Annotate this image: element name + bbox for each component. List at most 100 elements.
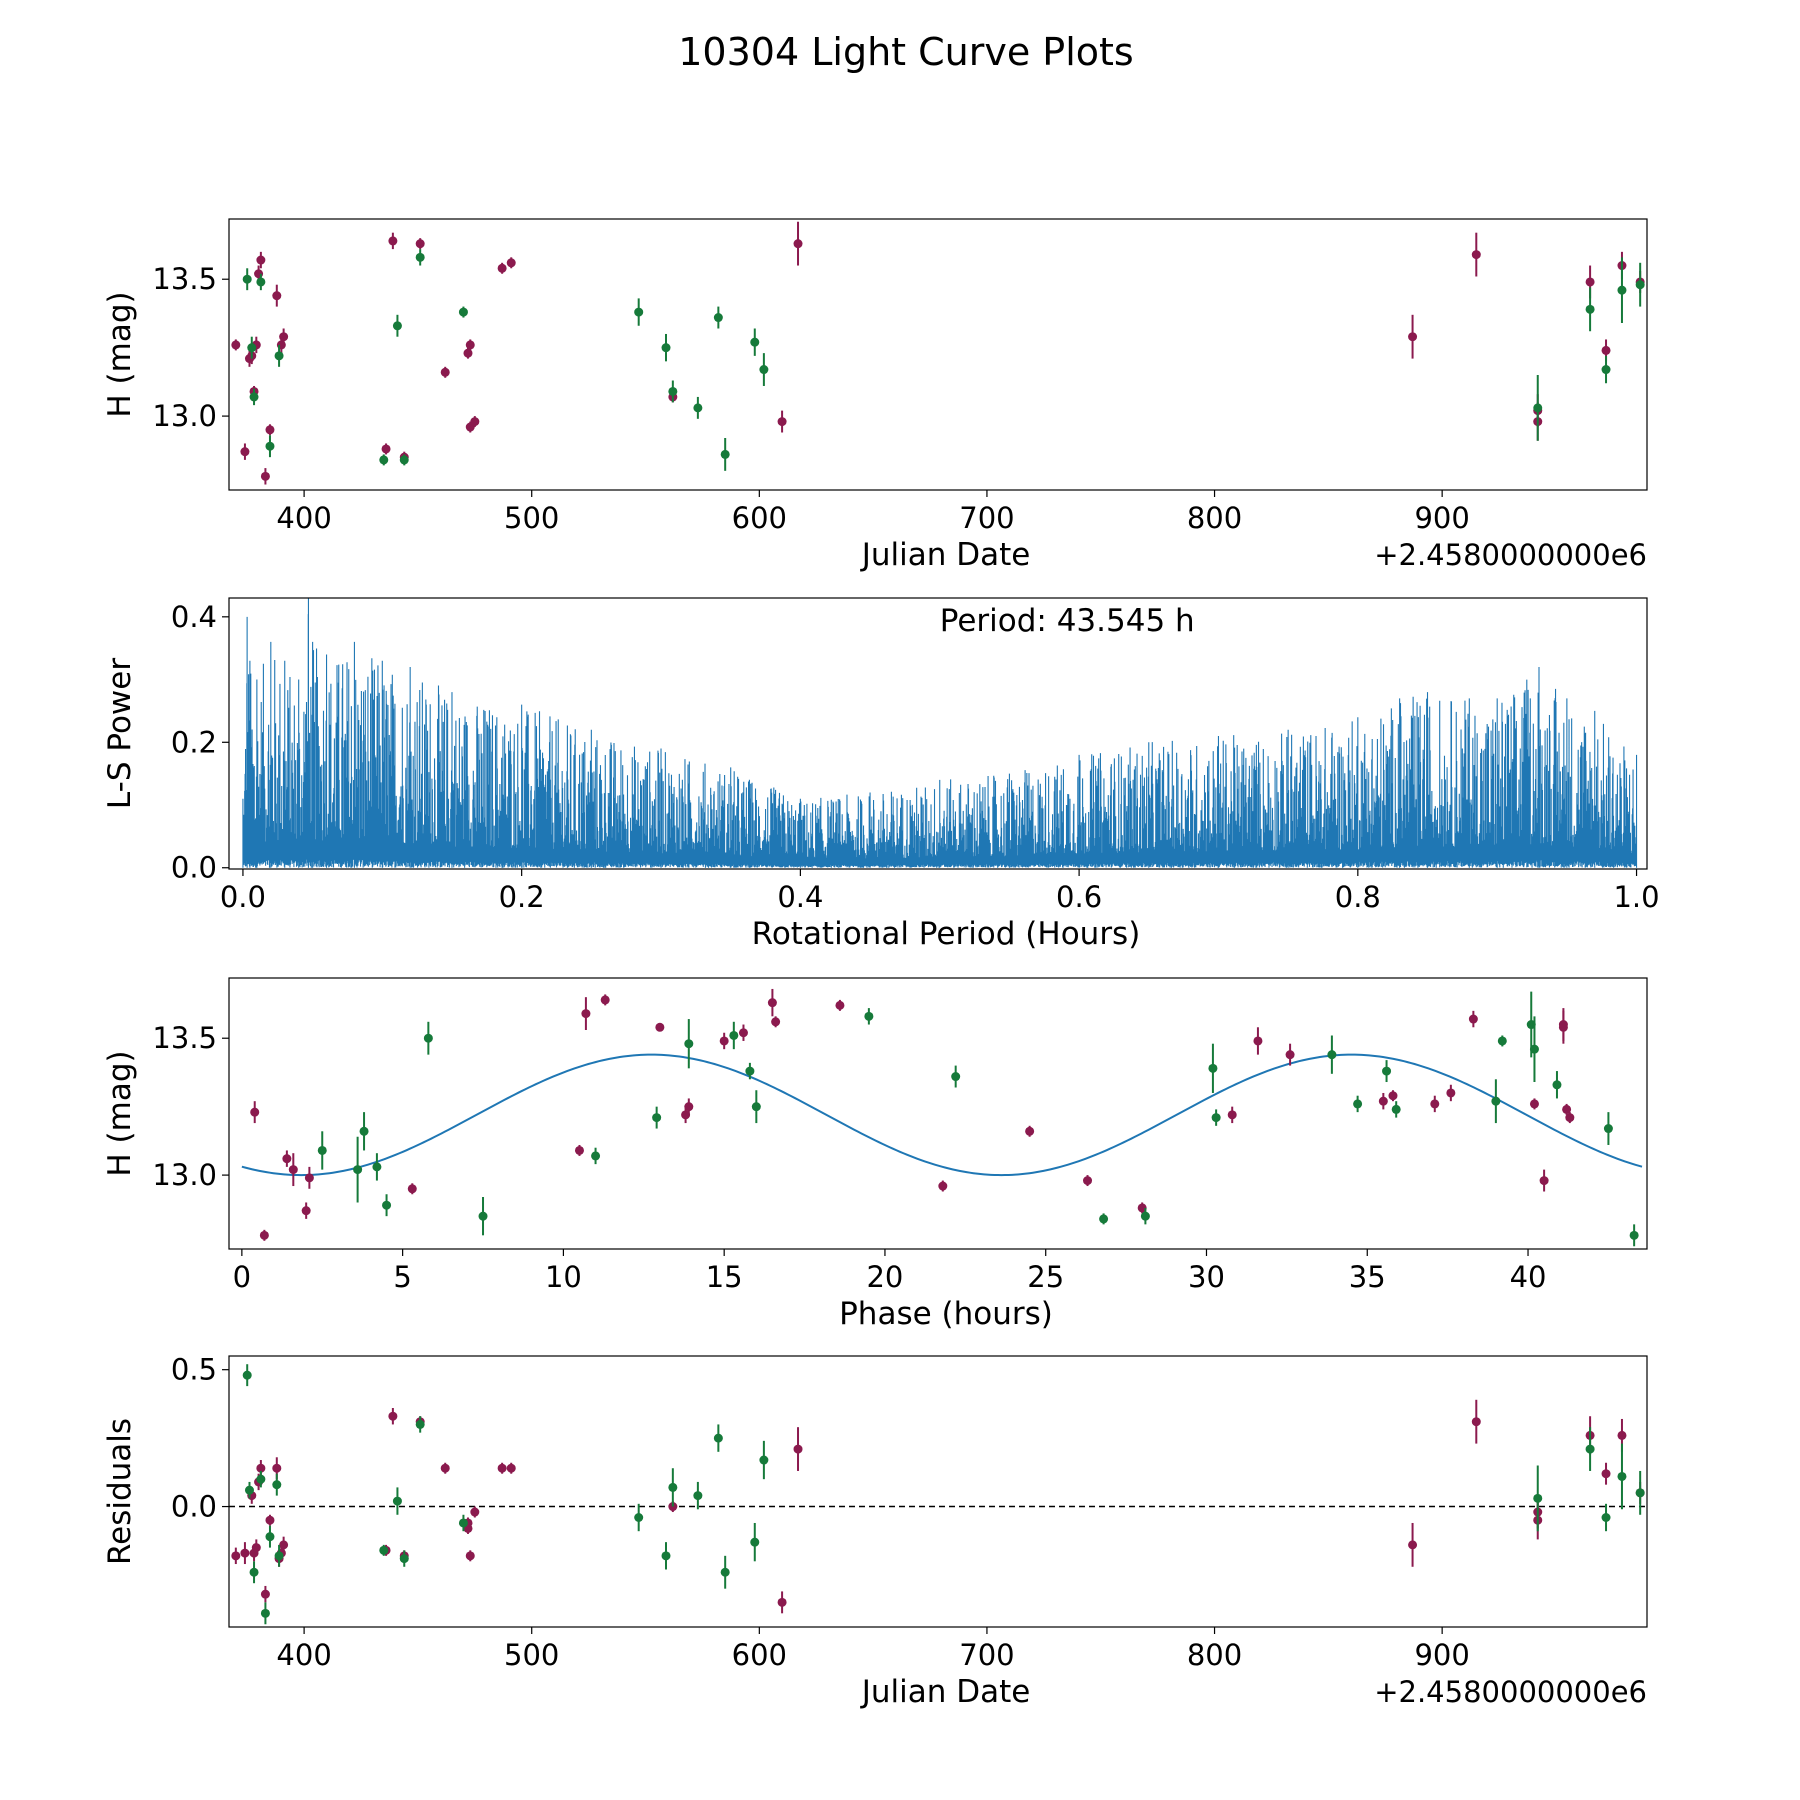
lightcurve-xlabel: Julian Date <box>860 537 1031 573</box>
residuals-green-point <box>1533 1493 1543 1503</box>
lightcurve-green-point <box>661 343 671 353</box>
lightcurve-xtick-label: 400 <box>276 501 331 535</box>
phased-red-point <box>259 1230 269 1240</box>
phased-red-point <box>1565 1113 1575 1123</box>
phased-red-point <box>767 998 777 1008</box>
residuals-green-point <box>1601 1513 1611 1523</box>
phased-green-point <box>1327 1050 1337 1060</box>
phased-red-point <box>581 1009 591 1019</box>
phased-red-point <box>1285 1050 1295 1060</box>
phased-green-point <box>1497 1036 1507 1046</box>
periodogram-panel: Period: 43.545 h 0.0 0.2 0.4 0.6 0.8 1.0 0.0 0.2… <box>102 597 1660 952</box>
residuals-green-point <box>661 1551 671 1561</box>
phased-red-point <box>738 1028 748 1038</box>
residuals-xtick-label: 900 <box>1414 1638 1469 1672</box>
lightcurve-ytick-label: 13.0 <box>152 399 217 433</box>
residuals-red-point <box>506 1463 516 1473</box>
phased-red-point <box>282 1154 292 1164</box>
phased-green-point <box>1353 1099 1363 1109</box>
lightcurve-red-point <box>1585 277 1595 287</box>
residuals-xtick-label: 600 <box>732 1638 787 1672</box>
phased-red-point <box>1446 1088 1456 1098</box>
periodogram-xtick-label: 0.0 <box>220 880 266 914</box>
periodogram-xtick-label: 0.8 <box>1335 880 1381 914</box>
phased-green-point <box>382 1200 392 1210</box>
lightcurve-plot-area <box>231 221 1645 485</box>
lightcurve-red-point <box>265 425 275 435</box>
periodogram-ytick-label: 0.4 <box>171 600 217 634</box>
residuals-green-point <box>274 1551 284 1561</box>
lightcurve-panel: 400 500 600 700 800 900 13.0 13.5 Julian Date H (… <box>102 218 1648 573</box>
residuals-red-point <box>497 1463 507 1473</box>
lightcurve-red-point <box>256 255 266 265</box>
lightcurve-green-point <box>634 307 644 317</box>
phased-ylabel: H (mag) <box>102 1050 138 1176</box>
residuals-green-point <box>458 1518 468 1528</box>
lightcurve-xtick-label: 700 <box>959 501 1014 535</box>
lightcurve-ylabel: H (mag) <box>102 291 138 417</box>
lightcurve-red-point <box>388 236 398 246</box>
phased-green-point <box>1208 1063 1218 1073</box>
residuals-green-point <box>1585 1444 1595 1454</box>
residuals-red-point <box>279 1540 289 1550</box>
lightcurve-red-point <box>463 348 473 358</box>
phased-ytick-label: 13.0 <box>152 1158 217 1192</box>
phased-red-point <box>1430 1099 1440 1109</box>
phased-green-point <box>652 1113 662 1123</box>
phased-red-point <box>1468 1014 1478 1024</box>
lightcurve-green-point <box>750 337 760 347</box>
periodogram-xtick-label: 0.6 <box>1056 880 1102 914</box>
model-fit-curve <box>241 1053 1643 1177</box>
residuals-green-point <box>256 1474 266 1484</box>
residuals-red-point <box>240 1548 250 1558</box>
residuals-red-point <box>251 1543 261 1553</box>
figure-title: 10304 Light Curve Plots <box>678 30 1133 74</box>
phased-green-point <box>751 1102 761 1112</box>
phased-green-point <box>1391 1104 1401 1114</box>
residuals-green-point <box>265 1532 275 1542</box>
lightcurve-green-point <box>379 455 389 465</box>
lightcurve-green-point <box>249 392 259 402</box>
residuals-xtick-label: 700 <box>959 1638 1014 1672</box>
residuals-green-point <box>272 1480 282 1490</box>
residuals-red-point <box>440 1463 450 1473</box>
phased-xtick-label: 30 <box>1188 1260 1225 1294</box>
lightcurve-red-point <box>497 263 507 273</box>
lightcurve-red-point <box>440 367 450 377</box>
phased-green-point <box>951 1072 961 1082</box>
phased-green-point <box>359 1126 369 1136</box>
lightcurve-green-point <box>1617 285 1627 295</box>
lightcurve-green-point <box>1601 365 1611 375</box>
lightcurve-green-point <box>1635 280 1645 290</box>
residuals-green-point <box>750 1537 760 1547</box>
residuals-green-point <box>1635 1488 1645 1498</box>
lightcurve-red-point <box>470 417 480 427</box>
lightcurve-xtick-label: 600 <box>732 501 787 535</box>
periodogram-ytick-label: 0.2 <box>171 725 217 759</box>
lightcurve-x-offset-label: +2.4580000000e6 <box>1374 538 1647 572</box>
phased-series-red <box>250 988 1575 1241</box>
phased-red-point <box>1388 1091 1398 1101</box>
lightcurve-green-point <box>693 403 703 413</box>
phased-xtick-label: 25 <box>1027 1260 1064 1294</box>
lightcurve-green-point <box>399 455 409 465</box>
lightcurve-xtick-label: 800 <box>1187 501 1242 535</box>
residuals-green-point <box>634 1513 644 1523</box>
phased-red-point <box>1025 1126 1035 1136</box>
phased-green-point <box>353 1165 363 1175</box>
residuals-xtick-label: 800 <box>1187 1638 1242 1672</box>
phased-green-point <box>1552 1080 1562 1090</box>
lightcurve-ytick-label: 13.5 <box>152 262 217 296</box>
lightcurve-xtick-label: 500 <box>504 501 559 535</box>
residuals-xtick-label: 400 <box>276 1638 331 1672</box>
lightcurve-green-point <box>713 313 723 323</box>
lightcurve-red-point <box>777 417 787 427</box>
residuals-green-point <box>1617 1471 1627 1481</box>
lightcurve-red-point <box>260 471 270 481</box>
phased-red-point <box>1253 1036 1263 1046</box>
phased-green-point <box>478 1211 488 1221</box>
residuals-green-point <box>249 1567 259 1577</box>
phased-red-point <box>1083 1176 1093 1186</box>
phased-green-point <box>372 1162 382 1172</box>
